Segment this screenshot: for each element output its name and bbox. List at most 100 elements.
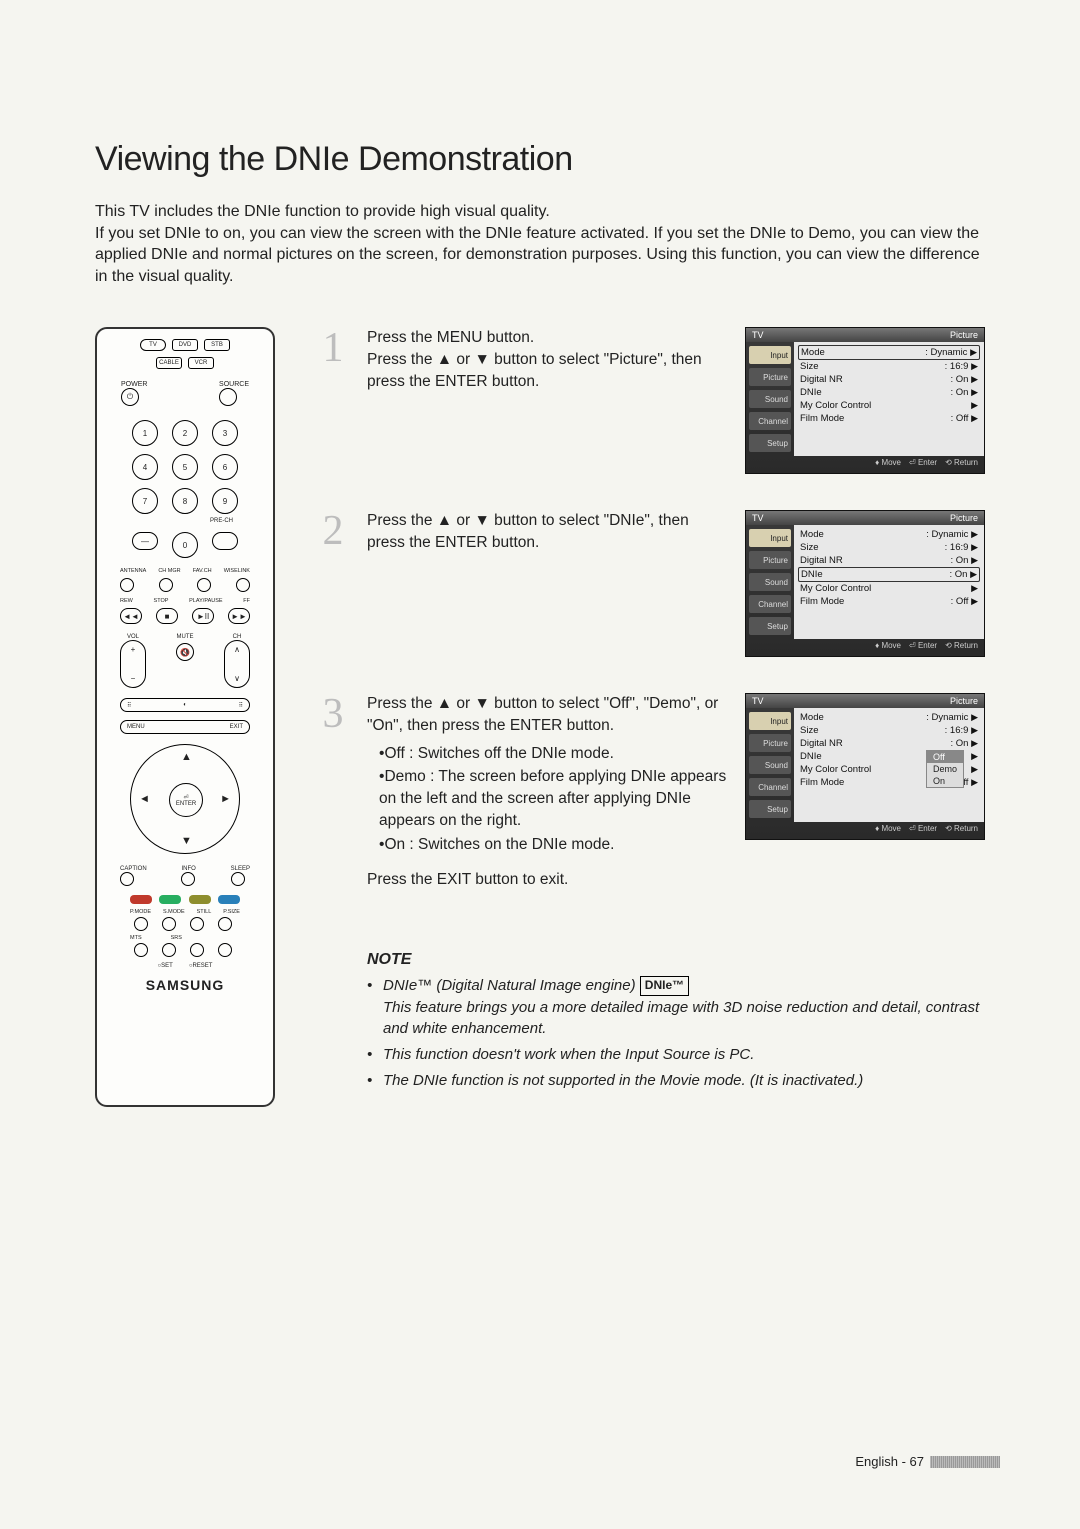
dots-bar: ⠿◐⠿: [120, 698, 250, 712]
content-row: TV DVD STB CABLE VCR POWER ⏻ SOURCE 1 2: [95, 327, 985, 1107]
color-row: [130, 895, 240, 904]
note-item-3: The DNIe function is not supported in th…: [367, 1070, 985, 1092]
footer-label: English - 67: [855, 1454, 924, 1469]
note-title: NOTE: [367, 951, 985, 969]
num-9: 9: [212, 488, 238, 514]
step-text-3: Press the ▲ or ▼ button to select "Off",…: [367, 693, 729, 891]
exit-label: EXIT: [230, 724, 243, 730]
num-6: 6: [212, 454, 238, 480]
power-label: POWER: [121, 381, 147, 388]
play-btn: ►II: [192, 608, 214, 624]
bullet-off: •Off : Switches off the DNIe mode.: [379, 743, 729, 765]
note-block: NOTE DNIe™ (Digital Natural Image engine…: [367, 951, 985, 1092]
tc3: [190, 917, 204, 931]
num-7: 7: [132, 488, 158, 514]
sleep-label: SLEEP: [231, 866, 250, 872]
antenna-btn: [120, 578, 134, 592]
smode-lbl: S.MODE: [163, 909, 185, 915]
step3-main: Press the ▲ or ▼ button to select "Off",…: [367, 693, 729, 736]
step-num-2: 2: [315, 510, 351, 552]
tc8: [218, 943, 232, 957]
vol-rocker: +−: [120, 640, 146, 688]
bullet-on: •On : Switches on the DNIe mode.: [379, 834, 729, 856]
mute-label: MUTE: [177, 634, 194, 640]
num-2: 2: [172, 420, 198, 446]
lbl-stop: STOP: [154, 598, 169, 604]
red-btn: [130, 895, 152, 904]
lbl-antenna: ANTENNA: [120, 568, 146, 574]
numpad: 1 2 3 4 5 6 7 8 9: [132, 420, 238, 514]
power-button: ⏻: [121, 388, 139, 406]
mode-vcr: VCR: [188, 357, 214, 369]
rew-btn: ◄◄: [120, 608, 142, 624]
step-1: 1 Press the MENU button.Press the ▲ or ▼…: [315, 327, 985, 474]
ch-rocker: ∧∨: [224, 640, 250, 688]
osd-1: TVPicture InputPictureSoundChannelSetup …: [745, 327, 985, 474]
num-1: 1: [132, 420, 158, 446]
brand: SAMSUNG: [146, 977, 225, 993]
tc1: [134, 917, 148, 931]
enter-button: ⏎ ENTER: [169, 783, 203, 817]
footer-bar: [930, 1456, 1000, 1468]
reset-label: ○RESET: [189, 963, 213, 969]
ch-label: CH: [224, 634, 250, 640]
dnie-badge: DNIe™: [640, 976, 689, 995]
step3-exit: Press the EXIT button to exit.: [367, 869, 729, 891]
psize-lbl: P.SIZE: [223, 909, 240, 915]
favch-btn: [197, 578, 211, 592]
remote-wrap: TV DVD STB CABLE VCR POWER ⏻ SOURCE 1 2: [95, 327, 275, 1107]
num-8: 8: [172, 488, 198, 514]
dpad: ▲ ▼ ◄ ► ⏎ ENTER: [130, 744, 240, 854]
prech-button: [212, 532, 238, 550]
num-5: 5: [172, 454, 198, 480]
chmgr-btn: [159, 578, 173, 592]
stop-btn: ■: [156, 608, 178, 624]
intro-text: This TV includes the DNIe function to pr…: [95, 201, 985, 287]
green-btn: [159, 895, 181, 904]
remote-control: TV DVD STB CABLE VCR POWER ⏻ SOURCE 1 2: [95, 327, 275, 1107]
note-item-1: DNIe™ (Digital Natural Image engine) DNI…: [367, 975, 985, 1040]
prech-label: PRE-CH: [107, 518, 263, 524]
mode-stb: STB: [204, 339, 230, 351]
vol-label: VOL: [120, 634, 146, 640]
tc7: [190, 943, 204, 957]
page-title: Viewing the DNIe Demonstration: [95, 140, 985, 179]
osd-3: TVPicture InputPictureSoundChannelSetup …: [745, 693, 985, 840]
mute-btn: 🔇: [176, 643, 194, 661]
bullet-demo: •Demo : The screen before applying DNIe …: [379, 766, 729, 831]
note-item-2: This function doesn't work when the Inpu…: [367, 1044, 985, 1066]
still-lbl: STILL: [197, 909, 212, 915]
menu-label: MENU: [127, 724, 145, 730]
ff-btn: ►►: [228, 608, 250, 624]
menu-exit-bar: MENU EXIT: [120, 720, 250, 734]
caption-btn: [120, 872, 134, 886]
step-num-1: 1: [315, 327, 351, 369]
num-4: 4: [132, 454, 158, 480]
dash-button: —: [132, 532, 158, 550]
num-0: 0: [172, 532, 198, 558]
steps-column: 1 Press the MENU button.Press the ▲ or ▼…: [315, 327, 985, 1107]
lbl-play: PLAY/PAUSE: [189, 598, 222, 604]
tc4: [218, 917, 232, 931]
lbl-rew: REW: [120, 598, 133, 604]
lbl-chmgr: CH MGR: [158, 568, 180, 574]
info-label: INFO: [181, 866, 195, 872]
step-text-2: Press the ▲ or ▼ button to select "DNIe"…: [367, 510, 729, 553]
lbl-wiselink: WISELINK: [224, 568, 250, 574]
mode-tv: TV: [140, 339, 166, 351]
step-num-3: 3: [315, 693, 351, 735]
srs-lbl: SRS: [171, 935, 182, 941]
wiselink-btn: [236, 578, 250, 592]
mode-dvd: DVD: [172, 339, 198, 351]
mts-lbl: MTS: [130, 935, 142, 941]
num-3: 3: [212, 420, 238, 446]
tc2: [162, 917, 176, 931]
lbl-favch: FAV.CH: [193, 568, 212, 574]
set-label: ○SET: [158, 963, 173, 969]
tc5: [134, 943, 148, 957]
mode-cable: CABLE: [156, 357, 182, 369]
step-3: 3 Press the ▲ or ▼ button to select "Off…: [315, 693, 985, 891]
info-btn: [181, 872, 195, 886]
step-2: 2 Press the ▲ or ▼ button to select "DNI…: [315, 510, 985, 657]
page-footer: English - 67: [855, 1454, 1000, 1469]
